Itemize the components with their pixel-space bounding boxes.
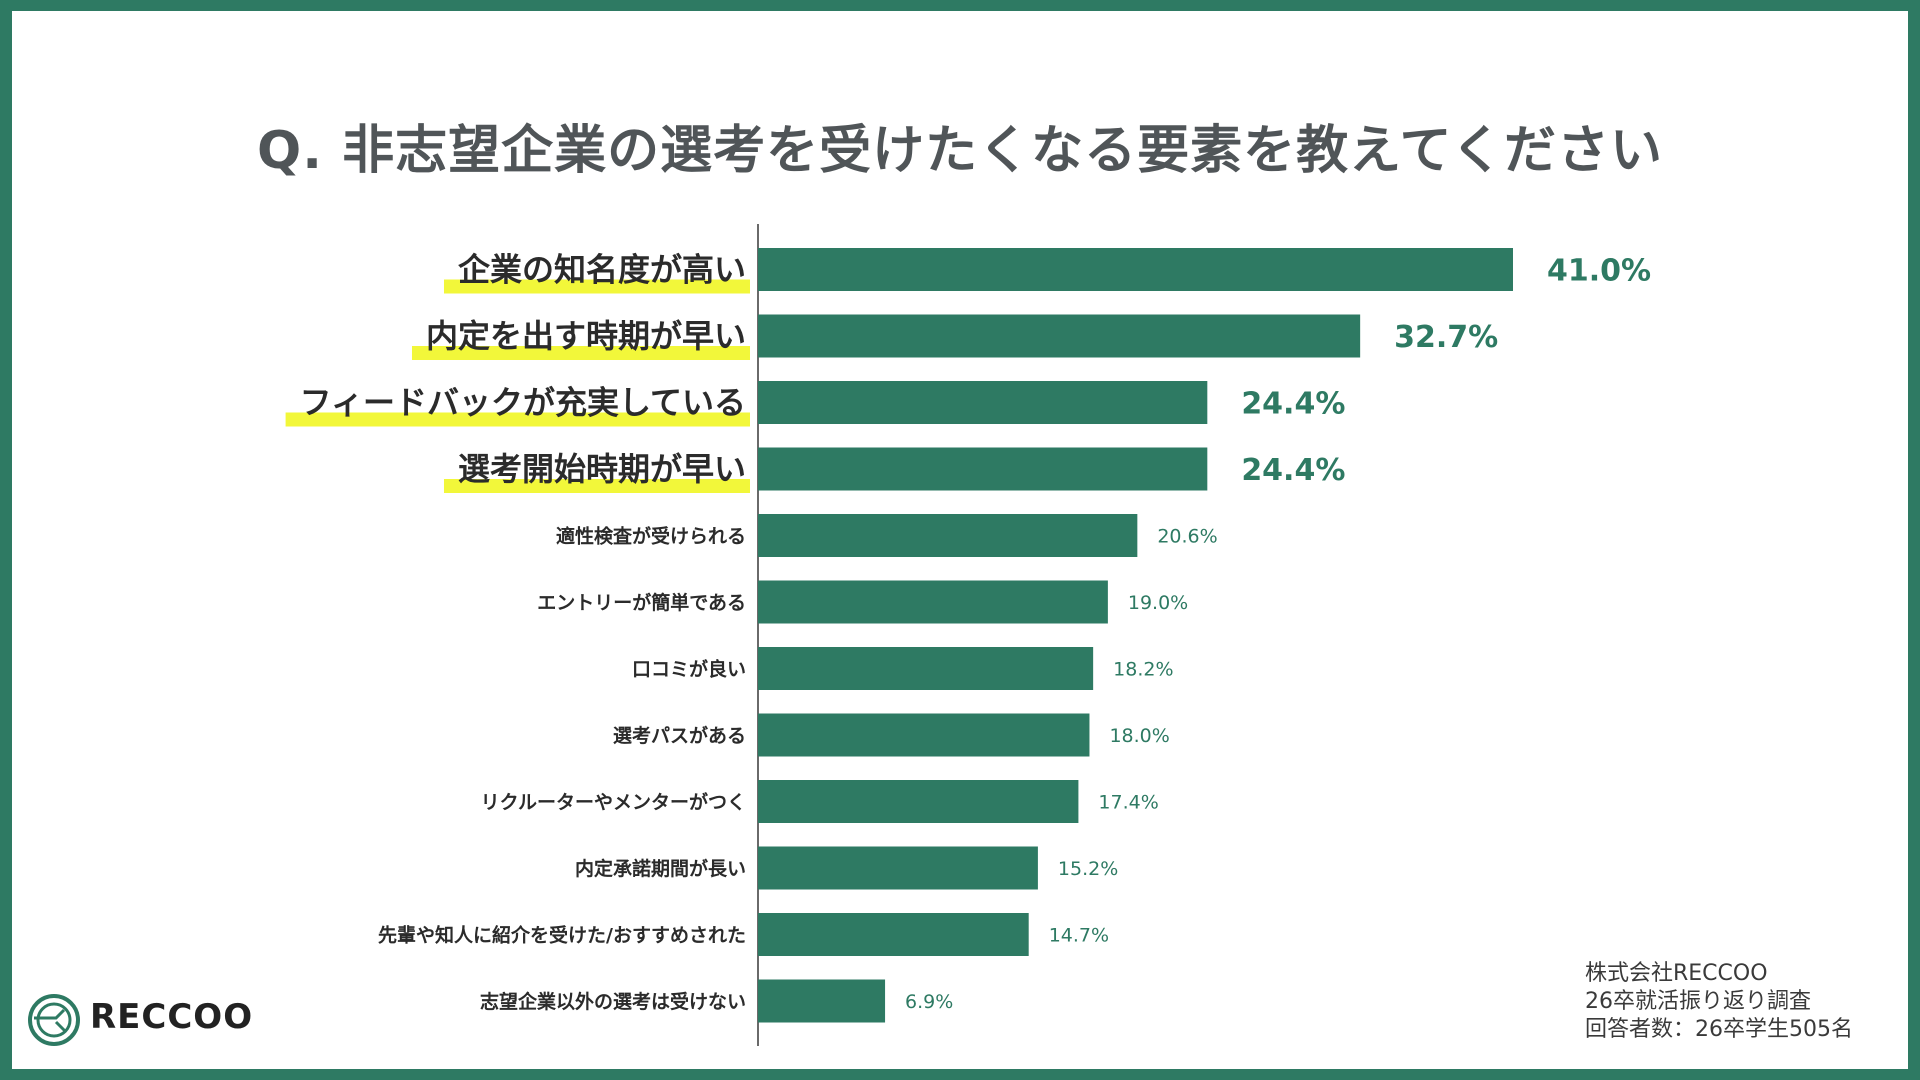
category-label: 選考開始時期が早い <box>458 450 746 488</box>
logo-text: RECCOO <box>90 997 254 1037</box>
value-label: 18.0% <box>1109 725 1169 747</box>
bar <box>758 580 1108 624</box>
bar <box>758 846 1038 890</box>
reccoo-logo-icon <box>28 994 80 1046</box>
value-label: 15.2% <box>1058 858 1118 880</box>
source-respondents: 回答者数：26卒学生505名 <box>1585 1017 1853 1042</box>
value-label: 41.0% <box>1547 254 1651 289</box>
value-label: 20.6% <box>1157 526 1217 548</box>
source-note: 株式会社RECCOO 26卒就活振り返り調査 回答者数：26卒学生505名 <box>1585 960 1853 1044</box>
bar <box>758 381 1208 424</box>
label-highlight <box>443 279 750 294</box>
source-survey: 26卒就活振り返り調査 <box>1585 989 1811 1014</box>
value-label: 32.7% <box>1394 320 1498 355</box>
bar <box>758 447 1208 491</box>
bar <box>758 780 1079 823</box>
bar <box>758 713 1090 757</box>
category-label: エントリーが簡単である <box>537 591 746 614</box>
category-label: 適性検査が受けられる <box>556 525 746 548</box>
value-label: 19.0% <box>1128 592 1188 614</box>
bar <box>758 248 1513 291</box>
category-label: 企業の知名度が高い <box>458 251 746 289</box>
label-highlight <box>285 412 750 427</box>
value-label: 24.4% <box>1241 387 1345 422</box>
category-label: 志望企業以外の選考は受けない <box>480 990 746 1013</box>
category-label: 内定承諾期間が長い <box>575 857 746 880</box>
chart-title: Q. 非志望企業の選考を受けたくなる要素を教えてください <box>257 121 1663 181</box>
label-highlight <box>443 479 750 493</box>
category-label: フィードバックが充実している <box>300 384 746 422</box>
category-label: 選考パスがある <box>613 724 746 747</box>
value-label: 24.4% <box>1241 453 1345 488</box>
bar <box>758 979 886 1023</box>
label-highlight <box>411 346 750 360</box>
category-label: 口コミが良い <box>632 658 746 681</box>
value-label: 6.9% <box>905 991 953 1013</box>
bar <box>758 913 1029 956</box>
value-label: 17.4% <box>1098 792 1158 814</box>
category-label: 内定を出す時期が早い <box>426 317 746 355</box>
category-label: リクルーターやメンターがつく <box>481 791 746 814</box>
source-company: 株式会社RECCOO <box>1585 961 1768 986</box>
value-label: 18.2% <box>1113 659 1173 681</box>
category-label: 先輩や知人に紹介を受けた/おすすめされた <box>378 924 746 947</box>
bar <box>758 647 1094 690</box>
bar <box>758 314 1361 358</box>
value-label: 14.7% <box>1049 925 1109 947</box>
bar <box>758 514 1138 557</box>
